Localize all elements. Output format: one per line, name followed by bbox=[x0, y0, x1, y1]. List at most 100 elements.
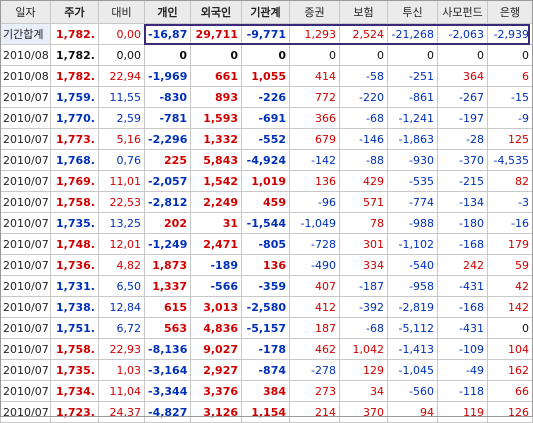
cell-individual: 202 bbox=[144, 212, 191, 234]
cell-change: 0,00 bbox=[98, 44, 145, 66]
cell-institution: -4,924 bbox=[241, 149, 290, 171]
cell-institution: -552 bbox=[241, 128, 290, 150]
cell-institution: -226 bbox=[241, 86, 290, 108]
cell-date: 2010/07 bbox=[0, 128, 51, 150]
cell-foreign: 4,836 bbox=[190, 317, 242, 339]
cell-foreign: 2,249 bbox=[190, 191, 242, 213]
cell-price: 1,782. bbox=[50, 65, 99, 87]
cell-individual: -3,344 bbox=[144, 380, 191, 402]
table-row[interactable]: 2010/08 1,782. 0,00 0 0 0 0 0 0 0 0 bbox=[0, 44, 533, 66]
cell-change: 4,82 bbox=[98, 254, 145, 276]
table-row[interactable]: 2010/07 1,759. 11,55 -830 893 -226 772 -220 -861… bbox=[0, 86, 533, 108]
table-row[interactable]: 2010/07 1,723. 24,37 -4,827 3,126 1,154 214 370… bbox=[0, 401, 533, 423]
cell-price: 1,769. bbox=[50, 170, 99, 192]
table-row[interactable]: 2010/07 1,773. 5,16 -2,296 1,332 -552 679 -146-… bbox=[0, 128, 533, 150]
cell-investment-trust: -774 bbox=[387, 191, 438, 213]
cell-date: 2010/07 bbox=[0, 254, 51, 276]
cell-bank: -2,939 bbox=[487, 23, 533, 45]
cell-private-fund: -267 bbox=[437, 86, 488, 108]
cell-bank: 0 bbox=[487, 44, 533, 66]
table-row[interactable]: 2010/07 1,731. 6,50 1,337 -566 -359 407 -187 -95… bbox=[0, 275, 533, 297]
table-row[interactable]: 2010/07 1,735. 1,03 -3,164 2,927 -874 -278 129-… bbox=[0, 359, 533, 381]
table-row[interactable]: 2010/07 1,734. 11,04 -3,344 3,376 384 273 34 -56… bbox=[0, 380, 533, 402]
cell-investment-trust: -958 bbox=[387, 275, 438, 297]
column-header-securities[interactable]: 증권 bbox=[289, 0, 340, 24]
cell-insurance: -68 bbox=[339, 107, 388, 129]
cell-insurance: 0 bbox=[339, 44, 388, 66]
cell-institution: -359 bbox=[241, 275, 290, 297]
cell-price: 1,770. bbox=[50, 107, 99, 129]
cell-price: 1,735. bbox=[50, 359, 99, 381]
column-header-change[interactable]: 대비 bbox=[98, 0, 145, 24]
column-header-investment-trust[interactable]: 투신 bbox=[387, 0, 438, 24]
cell-insurance: -220 bbox=[339, 86, 388, 108]
cell-change: 2,59 bbox=[98, 107, 145, 129]
column-header-bank[interactable]: 은행 bbox=[487, 0, 533, 24]
table-row[interactable]: 2010/07 1,736. 4,82 1,873 -189 136 -490 334 -540… bbox=[0, 254, 533, 276]
cell-securities: 772 bbox=[289, 86, 340, 108]
cell-bank: 42 bbox=[487, 275, 533, 297]
column-header-date[interactable]: 일자 bbox=[0, 0, 51, 24]
table-row[interactable]: 2010/07 1,748. 12,01 -1,249 2,471 -805 -728 301… bbox=[0, 233, 533, 255]
cell-foreign: 2,471 bbox=[190, 233, 242, 255]
cell-securities: 214 bbox=[289, 401, 340, 423]
cell-securities: 366 bbox=[289, 107, 340, 129]
cell-date: 2010/07 bbox=[0, 317, 51, 339]
cell-individual: -2,296 bbox=[144, 128, 191, 150]
table-row[interactable]: 2010/07 1,768. 0,76 225 5,843 -4,924 -142 -88 -9… bbox=[0, 149, 533, 171]
cell-bank: 0 bbox=[487, 317, 533, 339]
cell-investment-trust: -1,241 bbox=[387, 107, 438, 129]
column-header-private-fund[interactable]: 사모펀드 bbox=[437, 0, 488, 24]
cell-investment-trust: -1,413 bbox=[387, 338, 438, 360]
table-row[interactable]: 2010/07 1,769. 11,01 -2,057 1,542 1,019 136 429… bbox=[0, 170, 533, 192]
cell-insurance: 2,524 bbox=[339, 23, 388, 45]
cell-date: 기간합계 bbox=[0, 23, 51, 45]
table-row[interactable]: 2010/07 1,751. 6,72 563 4,836 -5,157 187 -68 -5,… bbox=[0, 317, 533, 339]
cell-price: 1,731. bbox=[50, 275, 99, 297]
cell-insurance: -68 bbox=[339, 317, 388, 339]
cell-bank: -3 bbox=[487, 191, 533, 213]
table-row[interactable]: 2010/07 1,735. 13,25 202 31 -1,544 -1,049 78 -98… bbox=[0, 212, 533, 234]
table-row[interactable]: 2010/07 1,758. 22,93 -8,136 9,027 -178 462 1,04… bbox=[0, 338, 533, 360]
cell-private-fund: -118 bbox=[437, 380, 488, 402]
cell-institution: -691 bbox=[241, 107, 290, 129]
column-header-insurance[interactable]: 보험 bbox=[339, 0, 388, 24]
column-header-foreign[interactable]: 외국인 bbox=[190, 0, 242, 24]
cell-price: 1,748. bbox=[50, 233, 99, 255]
table-row[interactable]: 2010/08 1,782. 22,94 -1,969 661 1,055 414 -58 -2… bbox=[0, 65, 533, 87]
cell-institution: -2,580 bbox=[241, 296, 290, 318]
cell-investment-trust: -930 bbox=[387, 149, 438, 171]
cell-insurance: 129 bbox=[339, 359, 388, 381]
cell-individual: -1,249 bbox=[144, 233, 191, 255]
cell-individual: 1,337 bbox=[144, 275, 191, 297]
cell-foreign: 0 bbox=[190, 44, 242, 66]
column-header-individual[interactable]: 개인 bbox=[144, 0, 191, 24]
cell-date: 2010/07 bbox=[0, 170, 51, 192]
cell-price: 1,758. bbox=[50, 338, 99, 360]
cell-date: 2010/07 bbox=[0, 275, 51, 297]
cell-foreign: 2,927 bbox=[190, 359, 242, 381]
cell-price: 1,736. bbox=[50, 254, 99, 276]
cell-foreign: 1,542 bbox=[190, 170, 242, 192]
period-total-row[interactable]: 기간합계 1,782. 0,00 -16,87 29,711 -9,771 1,293 2,5… bbox=[0, 23, 533, 45]
table-row[interactable]: 2010/07 1,770. 2,59 -781 1,593 -691 366 -68 -1,2… bbox=[0, 107, 533, 129]
cell-institution: 459 bbox=[241, 191, 290, 213]
cell-date: 2010/07 bbox=[0, 359, 51, 381]
cell-bank: 125 bbox=[487, 128, 533, 150]
cell-bank: 82 bbox=[487, 170, 533, 192]
cell-foreign: -189 bbox=[190, 254, 242, 276]
cell-insurance: 78 bbox=[339, 212, 388, 234]
cell-securities: 462 bbox=[289, 338, 340, 360]
column-header-institution[interactable]: 기관계 bbox=[241, 0, 290, 24]
cell-change: 12,84 bbox=[98, 296, 145, 318]
cell-date: 2010/07 bbox=[0, 401, 51, 423]
cell-bank: -15 bbox=[487, 86, 533, 108]
cell-bank: 59 bbox=[487, 254, 533, 276]
cell-change: 22,53 bbox=[98, 191, 145, 213]
column-header-price[interactable]: 주가 bbox=[50, 0, 99, 24]
cell-insurance: 429 bbox=[339, 170, 388, 192]
table-row[interactable]: 2010/07 1,758. 22,53 -2,812 2,249 459 -96 571 -7… bbox=[0, 191, 533, 213]
cell-bank: 6 bbox=[487, 65, 533, 87]
table-row[interactable]: 2010/07 1,738. 12,84 615 3,013 -2,580 412 -392-… bbox=[0, 296, 533, 318]
cell-private-fund: -168 bbox=[437, 296, 488, 318]
